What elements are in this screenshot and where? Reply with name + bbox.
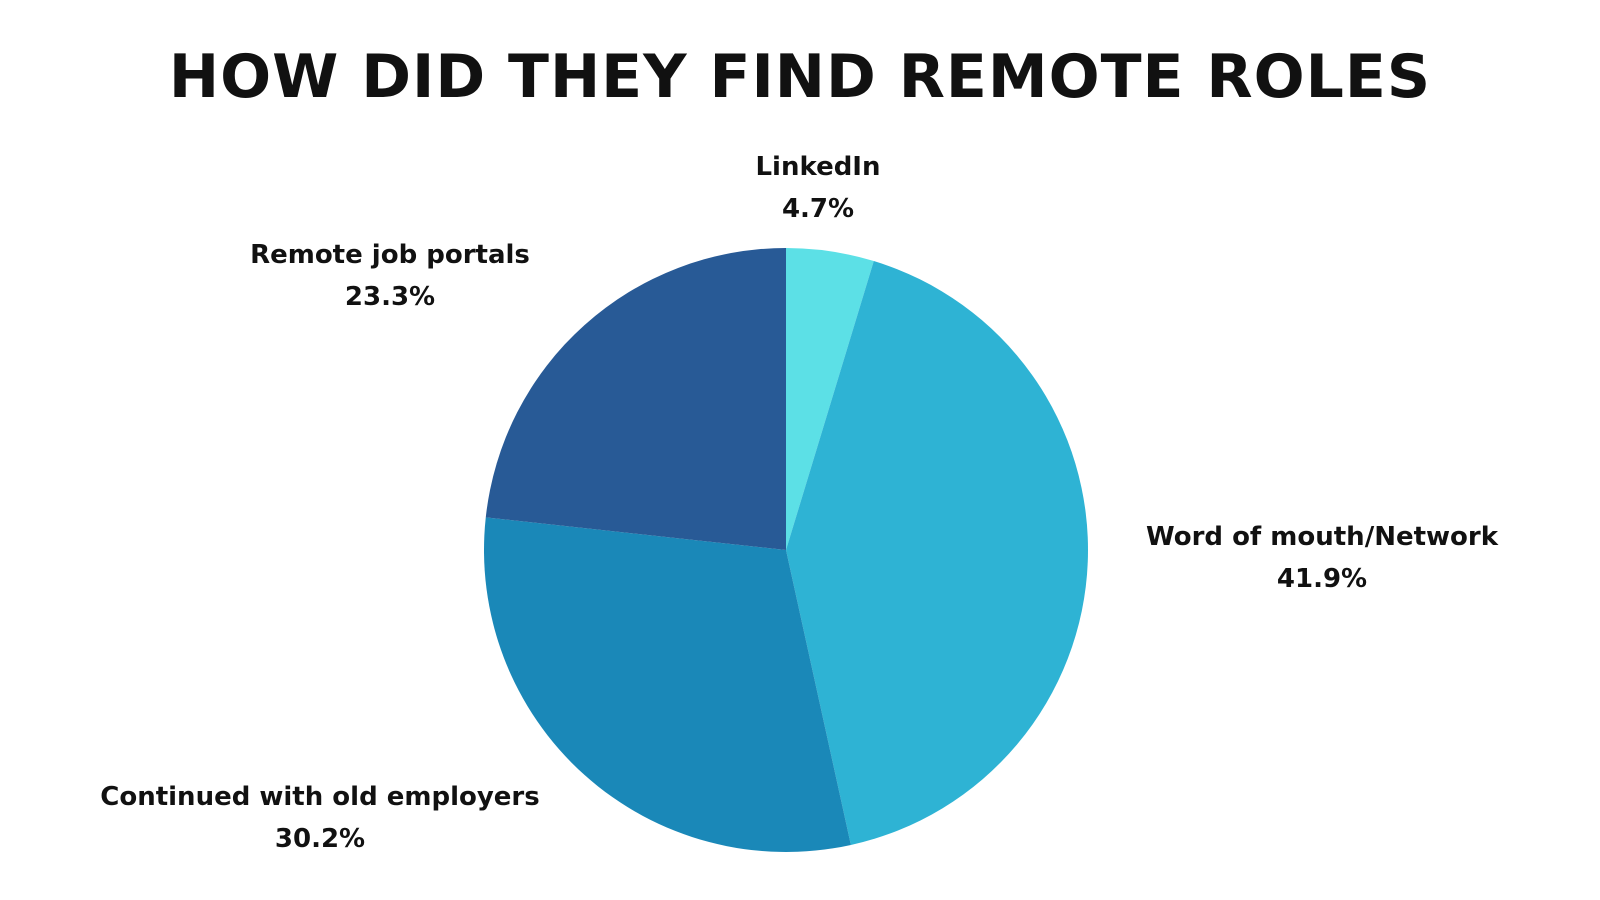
slice-name-linkedin: LinkedIn: [755, 152, 881, 182]
slice-value-word-of-mouth: 41.9%: [1276, 564, 1368, 594]
slice-value-old-employers: 30.2%: [274, 824, 366, 854]
pie-slice-remote-job-portals: [485, 248, 786, 550]
pie-slice-old-employers: [483, 517, 851, 852]
slice-value-remote-job-portals: 23.3%: [344, 282, 436, 312]
pie-slice-word-of-mouth: [786, 261, 1088, 845]
slice-name-old-employers: Continued with old employers: [100, 782, 540, 812]
chart-title: HOW DID THEY FIND REMOTE ROLES: [168, 42, 1432, 112]
slice-name-word-of-mouth: Word of mouth/Network: [1145, 522, 1499, 552]
slice-label-old-employers: Continued with old employers 30.2%: [40, 776, 600, 860]
slice-label-linkedin: LinkedIn 4.7%: [718, 146, 918, 230]
slice-label-word-of-mouth: Word of mouth/Network 41.9%: [1112, 516, 1532, 600]
slice-label-remote-job-portals: Remote job portals 23.3%: [210, 234, 570, 318]
pie-slices: [483, 248, 1088, 852]
slice-value-linkedin: 4.7%: [781, 194, 855, 224]
slice-name-remote-job-portals: Remote job portals: [250, 240, 530, 270]
pie-slice-linkedin: [786, 248, 874, 550]
